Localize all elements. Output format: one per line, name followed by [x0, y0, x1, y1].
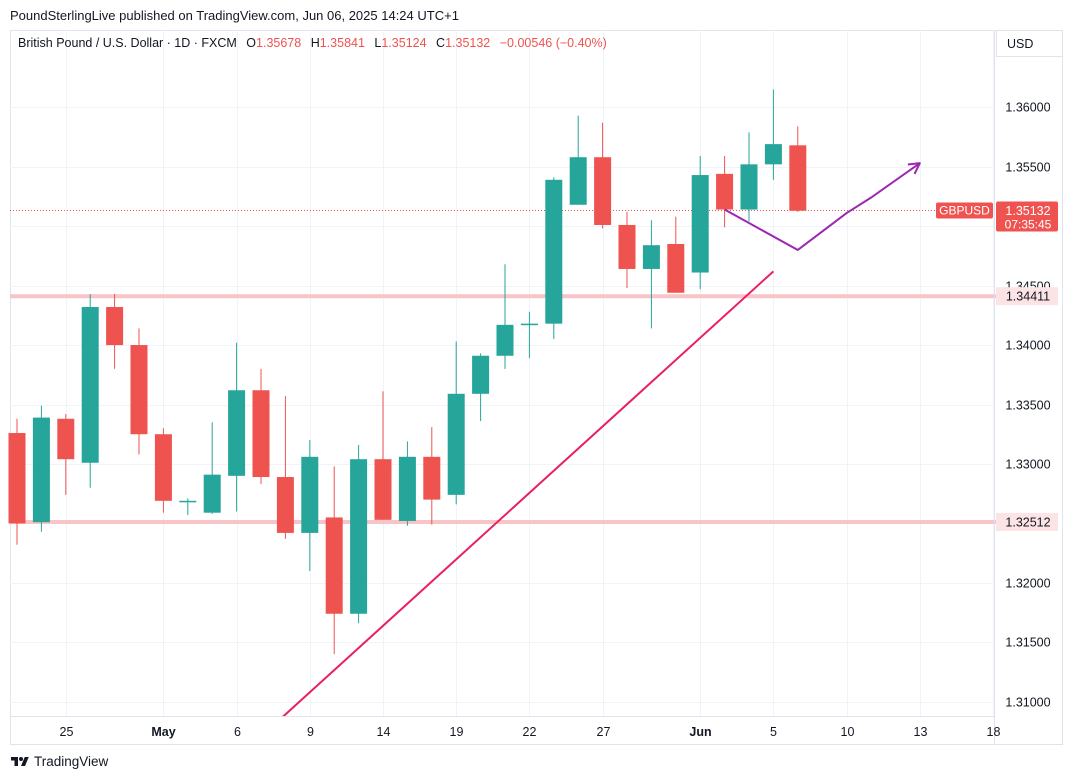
- time-tick-label: 18: [987, 725, 1001, 739]
- currency-button[interactable]: USD: [996, 31, 1062, 57]
- close-label: C: [436, 36, 446, 50]
- trendline: [282, 270, 775, 716]
- candle-body: [81, 307, 99, 463]
- level-label-bg: [996, 512, 1058, 531]
- time-tick-label: 25: [60, 725, 74, 739]
- time-tick-label: May: [151, 725, 175, 739]
- candle-body: [569, 157, 587, 205]
- candles: [8, 89, 807, 655]
- candle-body: [8, 433, 26, 524]
- candle-body: [203, 474, 221, 513]
- candle-body: [716, 173, 734, 210]
- price-tick-label: 1.31000: [1005, 696, 1050, 710]
- ohlc-legend: British Pound / U.S. Dollar · 1D · FXCM …: [18, 36, 607, 50]
- price-tick-label: 1.31500: [1005, 636, 1050, 650]
- time-tick-label: 19: [450, 725, 464, 739]
- candle-body: [594, 157, 612, 225]
- price-tick-label: 1.35500: [1005, 161, 1050, 175]
- candle-body: [130, 345, 148, 435]
- projection-path: [724, 162, 921, 251]
- low-label: L: [374, 36, 382, 50]
- candle-body: [740, 164, 758, 210]
- price-tick-label: 1.33500: [1005, 399, 1050, 413]
- high-label: H: [310, 36, 320, 50]
- candle-body: [374, 459, 392, 520]
- last-price-tag-bg: [996, 201, 1058, 232]
- countdown-timer: 07:35:45: [1005, 217, 1052, 231]
- low-value: 1.35124: [381, 36, 427, 50]
- grid-lines: [10, 30, 994, 716]
- time-axis: 25 May 6 9 14 19 22 27 Jun 5 10 13 18: [60, 725, 1001, 739]
- symbol-tag: GBPUSD: [939, 203, 990, 217]
- candle-body: [472, 355, 490, 394]
- projection-arrowhead: [907, 162, 921, 175]
- time-tick-label: 9: [307, 725, 314, 739]
- candle-body: [423, 456, 441, 500]
- candle-body: [789, 145, 807, 211]
- price-tick-label: 1.34000: [1005, 339, 1050, 353]
- last-price-tag: 1.35132: [1005, 204, 1050, 218]
- price-tick-label: 1.32000: [1005, 577, 1050, 591]
- candle-body: [32, 417, 50, 523]
- candle-body: [691, 175, 709, 273]
- level-label: 1.34411: [1006, 290, 1050, 304]
- candle-body: [447, 393, 465, 495]
- candle-body: [350, 459, 368, 614]
- candle-body: [228, 390, 246, 476]
- attribution-text: PoundSterlingLive published on TradingVi…: [10, 8, 459, 23]
- symbol-title[interactable]: British Pound / U.S. Dollar · 1D · FXCM: [18, 36, 237, 50]
- chart-frame: [10, 30, 1063, 745]
- symbol-tag-bg: [936, 202, 993, 219]
- candle-body: [667, 244, 685, 293]
- time-tick-label: 22: [523, 725, 537, 739]
- time-tick-label: 13: [914, 725, 928, 739]
- level-label-bg: [996, 287, 1058, 306]
- footer-brand-text: TradingView: [34, 754, 109, 769]
- high-value: 1.35841: [319, 36, 365, 50]
- horizontal-levels: [10, 209, 1058, 524]
- candle-body: [618, 224, 636, 269]
- candle-body: [301, 456, 319, 533]
- candle-body: [496, 324, 514, 356]
- tradingview-logo-icon: [11, 756, 29, 766]
- candle-body: [57, 418, 75, 460]
- time-tick-label: 14: [377, 725, 391, 739]
- price-tick-label: 1.33000: [1005, 458, 1050, 472]
- open-label: O: [246, 36, 257, 50]
- time-tick-label: 27: [597, 725, 611, 739]
- candle-body: [764, 144, 782, 165]
- price-axis: 1.360001.355001.350001.345001.340001.335…: [1005, 101, 1050, 710]
- time-tick-label: 10: [841, 725, 855, 739]
- time-tick-label: 6: [234, 725, 241, 739]
- candle-body: [154, 434, 172, 501]
- candle-body: [545, 179, 563, 324]
- level-label: 1.32512: [1005, 515, 1050, 529]
- drawings: [282, 162, 921, 716]
- candle-body: [106, 307, 124, 346]
- candle-body: [398, 456, 416, 522]
- open-value: 1.35678: [256, 36, 302, 50]
- footer-brand[interactable]: TradingView: [10, 754, 108, 769]
- time-tick-label: 5: [770, 725, 777, 739]
- close-value: 1.35132: [445, 36, 491, 50]
- candle-body: [252, 390, 270, 478]
- candle-body: [520, 323, 538, 326]
- candle-body: [642, 245, 660, 269]
- change-value: −0.00546 (−0.40%): [499, 36, 607, 50]
- candle-body: [325, 517, 343, 614]
- candle-body: [179, 500, 197, 503]
- time-tick-label: Jun: [689, 725, 711, 739]
- price-tick-label: 1.36000: [1005, 101, 1050, 115]
- candle-body: [276, 477, 294, 533]
